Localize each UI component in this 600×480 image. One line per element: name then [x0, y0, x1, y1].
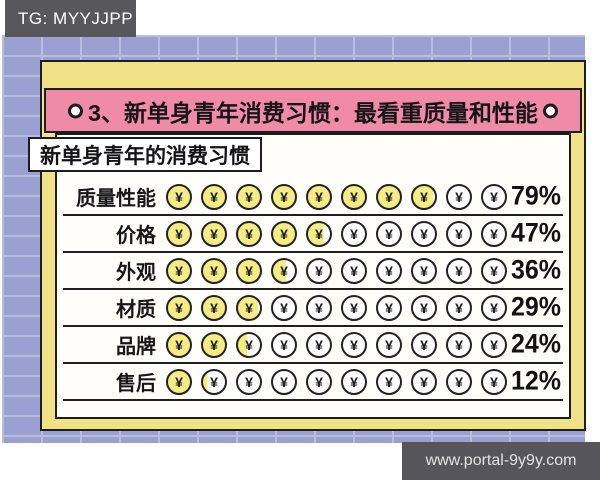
yen-coin-icon: ¥ [341, 257, 367, 284]
yen-coin-icon: ¥ [341, 368, 367, 395]
yen-coin-icon: ¥ [411, 220, 437, 247]
yen-coin-icon: ¥ [376, 220, 402, 247]
yen-coin-icon: ¥ [446, 257, 472, 284]
yen-coin-icon: ¥ [376, 294, 402, 321]
telegram-badge: TG: MYYJJPP [5, 0, 136, 37]
yen-coin-icon: ¥ [376, 257, 402, 284]
category-label: 品牌 [116, 336, 156, 358]
yen-coin-icon: ¥ [271, 294, 297, 321]
yen-coin-icon: ¥ [411, 257, 437, 284]
yen-coin-icon: ¥ [341, 220, 367, 247]
yen-coin-icon: ¥ [341, 331, 367, 358]
chart-row: 质量性能 ¥ ¥ ¥ ¥ ¥ ¥ ¥ ¥ ¥ ¥79% [63, 179, 563, 216]
category-label: 质量性能 [76, 188, 156, 210]
yen-coin-icon: ¥ [271, 257, 297, 284]
yen-coin-icon: ¥ [166, 257, 192, 284]
value-label: 79% [510, 181, 561, 211]
yen-coin-icon: ¥ [166, 368, 192, 395]
yen-coin-icon: ¥ [306, 368, 332, 395]
section-title-bar: 3、新单身青年消费习惯：最看重质量和性能 [44, 88, 582, 133]
yen-coin-icon: ¥ [166, 331, 192, 358]
watermark-badge: www.portal-9y9y.com [402, 442, 600, 480]
yen-coin-icon: ¥ [271, 183, 297, 210]
yen-coin-icon: ¥ [236, 220, 262, 247]
yen-coin-icon: ¥ [446, 294, 472, 321]
value-label: 36% [510, 255, 561, 285]
chart-row: 材质 ¥ ¥ ¥ ¥ ¥ ¥ ¥ ¥ ¥ ¥29% [63, 290, 563, 327]
yen-coin-icon: ¥ [166, 220, 192, 247]
coin-track: ¥ ¥ ¥ ¥ ¥ ¥ ¥ ¥ ¥ ¥ [166, 220, 507, 247]
yen-coin-icon: ¥ [411, 368, 437, 395]
value-label: 12% [510, 366, 561, 396]
yen-coin-icon: ¥ [201, 294, 227, 321]
yen-coin-icon: ¥ [411, 331, 437, 358]
value-label: 29% [510, 292, 561, 322]
yen-coin-icon: ¥ [376, 183, 402, 210]
yen-coin-icon: ¥ [306, 331, 332, 358]
yen-coin-icon: ¥ [306, 220, 332, 247]
yen-coin-icon: ¥ [481, 220, 507, 247]
yen-coin-icon: ¥ [446, 220, 472, 247]
yen-coin-icon: ¥ [236, 257, 262, 284]
category-label: 外观 [116, 262, 156, 284]
coin-track: ¥ ¥ ¥ ¥ ¥ ¥ ¥ ¥ ¥ ¥ [166, 331, 507, 358]
chart-row: 品牌 ¥ ¥ ¥ ¥ ¥ ¥ ¥ ¥ ¥ ¥24% [63, 327, 563, 364]
yen-coin-icon: ¥ [236, 294, 262, 321]
chart-row: 价格 ¥ ¥ ¥ ¥ ¥ ¥ ¥ ¥ ¥ ¥47% [63, 216, 563, 253]
watermark-url: www.portal-9y9y.com [425, 452, 577, 469]
yen-coin-icon: ¥ [446, 368, 472, 395]
yen-coin-icon: ¥ [201, 368, 227, 395]
coin-track: ¥ ¥ ¥ ¥ ¥ ¥ ¥ ¥ ¥ ¥ [166, 257, 507, 284]
yen-coin-icon: ¥ [236, 331, 262, 358]
yen-coin-icon: ¥ [341, 294, 367, 321]
category-label: 售后 [116, 373, 156, 395]
yen-coin-icon: ¥ [446, 183, 472, 210]
yen-coin-icon: ¥ [201, 220, 227, 247]
yen-coin-icon: ¥ [481, 294, 507, 321]
dot-ornament-left-icon [68, 103, 83, 118]
yen-coin-icon: ¥ [481, 257, 507, 284]
chart-rows: 质量性能 ¥ ¥ ¥ ¥ ¥ ¥ ¥ ¥ ¥ ¥79% 价格 ¥ ¥ ¥ ¥ ¥ ¥ ¥ ¥ ¥ ¥47% 外观 ¥ ¥ ¥ ¥ ¥ ¥… [63, 179, 563, 401]
yen-coin-icon: ¥ [481, 183, 507, 210]
chart-title: 新单身青年的消费习惯 [40, 144, 250, 168]
yen-coin-icon: ¥ [306, 257, 332, 284]
dot-ornament-right-icon [543, 103, 558, 118]
yen-coin-icon: ¥ [376, 331, 402, 358]
yen-coin-icon: ¥ [481, 368, 507, 395]
yen-coin-icon: ¥ [201, 331, 227, 358]
chart-row: 外观 ¥ ¥ ¥ ¥ ¥ ¥ ¥ ¥ ¥ ¥36% [63, 253, 563, 290]
yen-coin-icon: ¥ [411, 183, 437, 210]
yen-coin-icon: ¥ [446, 331, 472, 358]
yen-coin-icon: ¥ [201, 257, 227, 284]
chart-row: 售后 ¥ ¥ ¥ ¥ ¥ ¥ ¥ ¥ ¥ ¥12% [63, 364, 563, 401]
infographic-card: 3、新单身青年消费习惯：最看重质量和性能 质量性能 ¥ ¥ ¥ ¥ ¥ ¥ ¥ ¥ ¥ ¥79% 价格… [40, 60, 586, 431]
category-label: 材质 [116, 299, 156, 321]
yen-coin-icon: ¥ [341, 183, 367, 210]
yen-coin-icon: ¥ [236, 368, 262, 395]
value-label: 24% [510, 329, 561, 359]
yen-coin-icon: ¥ [411, 294, 437, 321]
chart-panel: 质量性能 ¥ ¥ ¥ ¥ ¥ ¥ ¥ ¥ ¥ ¥79% 价格 ¥ ¥ ¥ ¥ ¥ ¥ ¥ ¥ ¥ ¥47% 外观 ¥ ¥ ¥ ¥ ¥ ¥… [55, 133, 571, 419]
yen-coin-icon: ¥ [481, 331, 507, 358]
telegram-badge-label: TG: MYYJJPP [18, 8, 134, 28]
chart-title-box: 新单身青年的消费习惯 [28, 137, 262, 172]
yen-coin-icon: ¥ [271, 331, 297, 358]
yen-coin-icon: ¥ [236, 183, 262, 210]
yen-coin-icon: ¥ [271, 220, 297, 247]
yen-coin-icon: ¥ [306, 294, 332, 321]
coin-track: ¥ ¥ ¥ ¥ ¥ ¥ ¥ ¥ ¥ ¥ [166, 294, 507, 321]
section-title: 3、新单身青年消费习惯：最看重质量和性能 [88, 99, 538, 126]
yen-coin-icon: ¥ [166, 294, 192, 321]
value-label: 47% [510, 218, 561, 248]
yen-coin-icon: ¥ [201, 183, 227, 210]
coin-track: ¥ ¥ ¥ ¥ ¥ ¥ ¥ ¥ ¥ ¥ [166, 368, 507, 395]
yen-coin-icon: ¥ [306, 183, 332, 210]
coin-track: ¥ ¥ ¥ ¥ ¥ ¥ ¥ ¥ ¥ ¥ [166, 183, 507, 210]
yen-coin-icon: ¥ [271, 368, 297, 395]
yen-coin-icon: ¥ [376, 368, 402, 395]
yen-coin-icon: ¥ [166, 183, 192, 210]
category-label: 价格 [116, 225, 156, 247]
